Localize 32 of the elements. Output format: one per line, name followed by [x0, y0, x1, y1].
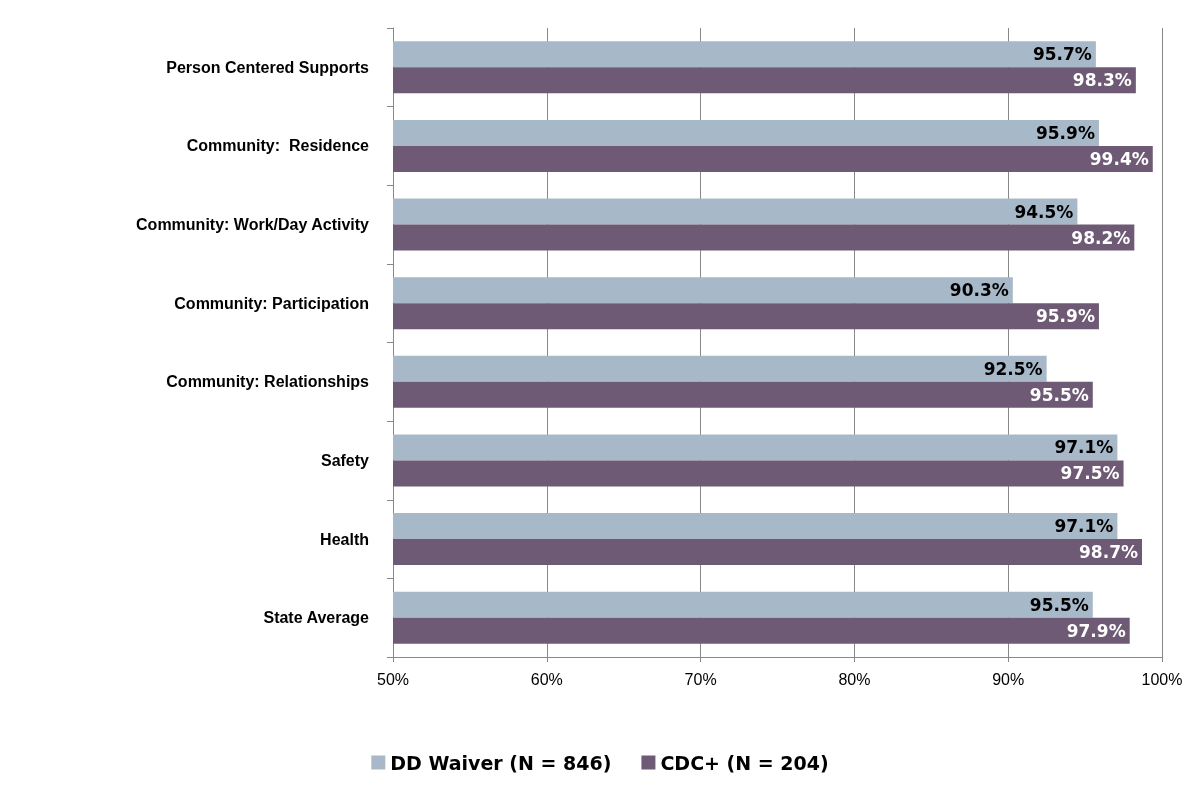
- data-label: 95.9%: [1035, 306, 1095, 327]
- y-tick-label: Community: Residence: [186, 137, 370, 155]
- x-tick-label: 50%: [376, 670, 410, 688]
- data-label: 98.2%: [1071, 227, 1131, 248]
- x-tick-label: 60%: [530, 670, 563, 688]
- data-label: 92.5%: [983, 358, 1043, 379]
- data-label: 99.4%: [1089, 148, 1149, 169]
- data-label: 97.1%: [1054, 437, 1114, 458]
- y-tick-label: Safety: [320, 451, 370, 469]
- y-tick-label: State Average: [263, 609, 370, 627]
- y-tick-label: Community: Work/Day Activity: [136, 216, 370, 234]
- legend-label: DD Waiver (N = 846): [390, 751, 612, 774]
- data-label: 94.5%: [1014, 201, 1074, 222]
- y-tick-label: Health: [320, 530, 369, 548]
- data-label: 95.9%: [1035, 122, 1095, 143]
- data-label: 98.7%: [1079, 542, 1139, 563]
- y-tick-label: Person Centered Supports: [166, 58, 370, 76]
- data-label: 95.5%: [1029, 384, 1089, 405]
- data-label: 97.1%: [1054, 516, 1114, 537]
- x-tick-label: 70%: [684, 670, 717, 688]
- data-label: 97.9%: [1066, 620, 1126, 641]
- data-label: 95.5%: [1029, 594, 1089, 615]
- x-tick-label: 90%: [992, 670, 1025, 688]
- data-label: 95.7%: [1032, 44, 1092, 65]
- x-tick-label: 100%: [1141, 670, 1183, 688]
- x-tick-label: 80%: [838, 670, 871, 688]
- data-label: 98.3%: [1072, 70, 1132, 91]
- y-tick-label: Community: Relationships: [166, 373, 370, 391]
- data-label: 97.5%: [1060, 463, 1120, 484]
- legend-label: CDC+ (N = 204): [660, 751, 829, 774]
- data-label: 90.3%: [949, 280, 1009, 301]
- y-tick-label: Community: Participation: [174, 294, 369, 312]
